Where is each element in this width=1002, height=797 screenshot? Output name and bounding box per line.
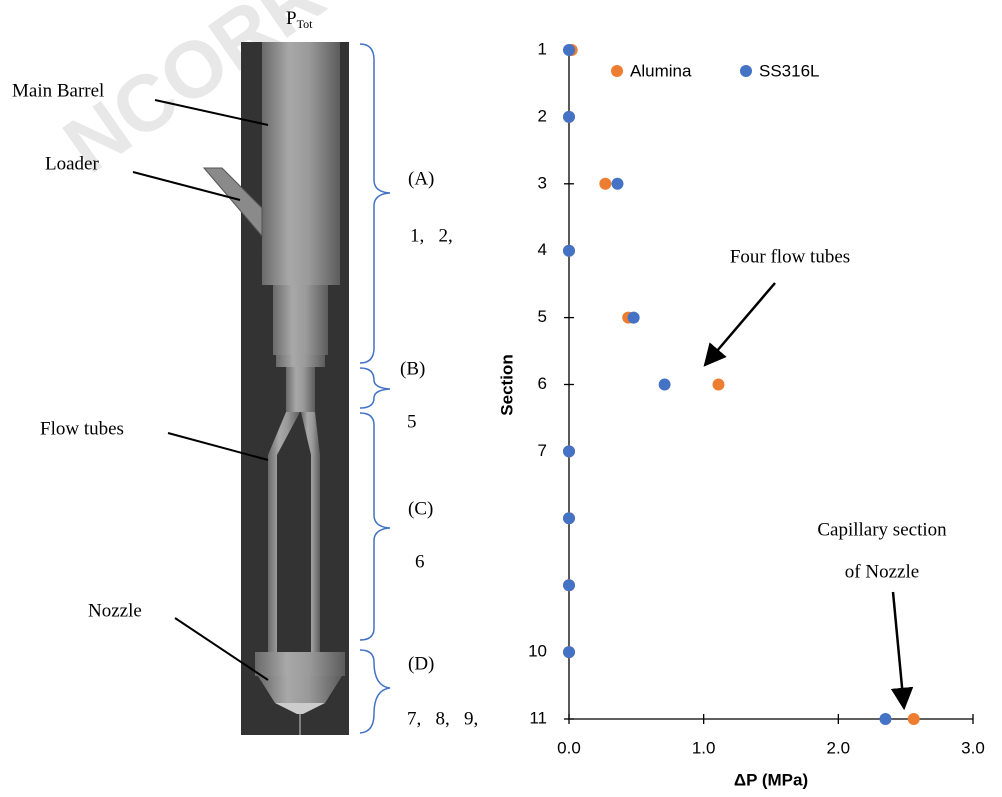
part-label: Loader bbox=[45, 153, 99, 174]
braces bbox=[360, 44, 390, 733]
point bbox=[879, 713, 891, 725]
region-label: (C) bbox=[408, 498, 433, 519]
pressure-subscript: Tot bbox=[297, 17, 313, 31]
point bbox=[659, 379, 671, 391]
y-tick-label: 7 bbox=[538, 441, 547, 460]
point bbox=[563, 245, 575, 257]
figure: NCORR PTot Main Barrel Loader Flow tubes bbox=[0, 0, 1002, 792]
point bbox=[908, 713, 920, 725]
legend-marker bbox=[740, 65, 752, 77]
legend-label: SS316L bbox=[759, 61, 820, 80]
point bbox=[599, 178, 611, 190]
annotation: Four flow tubes bbox=[730, 246, 850, 267]
point bbox=[563, 445, 575, 457]
y-tick-label: 5 bbox=[538, 307, 547, 326]
point bbox=[563, 512, 575, 524]
section-list: 7, 8, 9, bbox=[407, 708, 478, 729]
point bbox=[563, 579, 575, 591]
legend-label: Alumina bbox=[630, 61, 692, 80]
main-barrel bbox=[262, 42, 340, 285]
part-label: Main Barrel bbox=[12, 80, 104, 101]
region-label: (A) bbox=[408, 168, 434, 189]
x-tick-label: 1.0 bbox=[692, 738, 716, 757]
annotation-arrow bbox=[893, 592, 904, 708]
y-tick-label: 3 bbox=[538, 173, 547, 192]
nozzle-head bbox=[255, 652, 345, 676]
y-tick-label: 10 bbox=[528, 642, 547, 661]
barrel-step bbox=[276, 355, 325, 367]
x-tick-label: 2.0 bbox=[827, 738, 851, 757]
point bbox=[611, 178, 623, 190]
point bbox=[712, 379, 724, 391]
region-label: (D) bbox=[408, 653, 434, 674]
point bbox=[628, 312, 640, 324]
section-list: 1, 2, bbox=[410, 225, 453, 246]
part-label: Flow tubes bbox=[40, 418, 124, 439]
point bbox=[563, 111, 575, 123]
annotation: Capillary section bbox=[817, 519, 947, 540]
section-list: 5 bbox=[407, 411, 417, 432]
point bbox=[563, 646, 575, 658]
y-axis-title: Section bbox=[497, 354, 516, 415]
annotation: of Nozzle bbox=[845, 561, 919, 582]
chart: Four flow tubes Capillary section of Noz… bbox=[497, 39, 984, 789]
page: {"watermark": "NCORR", "diagram": { "pre… bbox=[0, 0, 1002, 792]
region-label: (B) bbox=[400, 358, 425, 379]
y-tick-label: 4 bbox=[538, 240, 547, 259]
pressure-symbol: P bbox=[286, 8, 297, 29]
legend-marker bbox=[611, 65, 623, 77]
y-tick-label: 6 bbox=[538, 374, 547, 393]
x-tick-label: 3.0 bbox=[961, 738, 985, 757]
point bbox=[563, 44, 575, 56]
part-label: Nozzle bbox=[88, 600, 142, 621]
x-axis-title: ΔP (MPa) bbox=[734, 770, 808, 789]
annotation-arrow bbox=[705, 283, 775, 365]
x-tick-label: 0.0 bbox=[557, 738, 581, 757]
y-tick-label: 11 bbox=[529, 708, 547, 727]
section-list: 6 bbox=[415, 551, 425, 572]
y-tick-label: 1 bbox=[538, 39, 547, 58]
manifold bbox=[286, 367, 315, 412]
barrel-neck bbox=[273, 285, 328, 355]
y-tick-label: 2 bbox=[538, 106, 547, 125]
